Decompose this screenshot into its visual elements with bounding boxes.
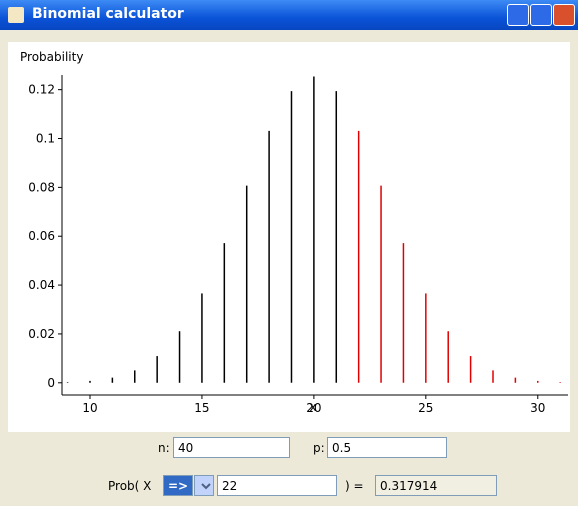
- x-tick-label: 20: [306, 401, 321, 415]
- title-bar: Binomial calculator: [0, 0, 578, 30]
- chart-background: [8, 42, 570, 432]
- maximize-button[interactable]: [530, 4, 552, 26]
- window-title: Binomial calculator: [32, 6, 184, 22]
- equals-label: ) =: [345, 479, 364, 493]
- close-button[interactable]: [553, 4, 575, 26]
- y-tick-label: 0.1: [36, 132, 55, 146]
- y-tick-label: 0.08: [28, 180, 55, 194]
- window: Binomial calculator Probability x 00.020…: [0, 0, 578, 506]
- y-tick-label: 0.06: [28, 229, 55, 243]
- x-tick-label: 25: [418, 401, 433, 415]
- p-label: p:: [313, 441, 325, 455]
- y-tick-label: 0: [47, 376, 55, 390]
- p-input[interactable]: 0.5: [327, 437, 447, 458]
- result-field: 0.317914: [375, 475, 497, 496]
- n-input[interactable]: 40: [173, 437, 290, 458]
- operator-select[interactable]: =>: [163, 475, 193, 496]
- prob-label: Prob( X: [108, 479, 151, 493]
- chart: Probability x 00.020.040.060.080.10.1210…: [8, 42, 570, 432]
- dropdown-arrow[interactable]: [194, 475, 214, 496]
- k-input[interactable]: 22: [217, 475, 337, 496]
- y-tick-label: 0.02: [28, 327, 55, 341]
- x-tick-label: 30: [530, 401, 545, 415]
- arrow-icon: [199, 476, 213, 495]
- n-label: n:: [158, 441, 170, 455]
- x-tick-label: 15: [194, 401, 209, 415]
- x-tick-label: 10: [82, 401, 97, 415]
- y-tick-label: 0.04: [28, 278, 55, 292]
- y-tick-label: 0.12: [28, 83, 55, 97]
- y-axis-label: Probability: [20, 50, 83, 64]
- minimize-button[interactable]: [507, 4, 529, 26]
- app-icon: [8, 7, 24, 23]
